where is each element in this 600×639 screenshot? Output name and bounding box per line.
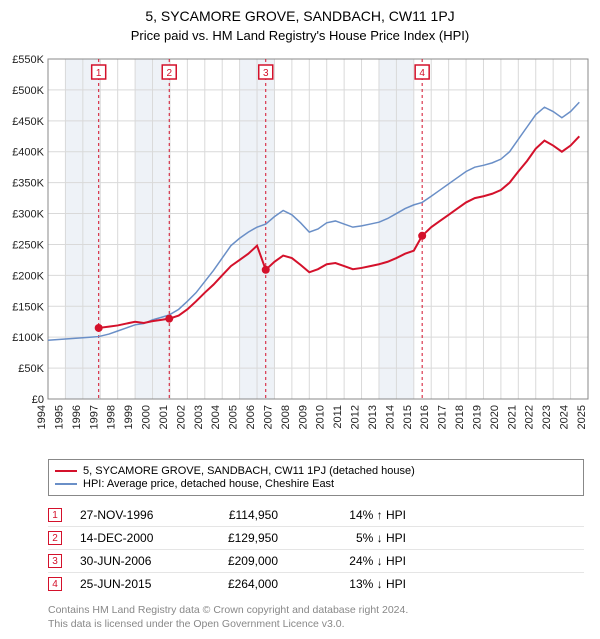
svg-text:2020: 2020 [489,405,501,429]
svg-text:2022: 2022 [524,405,536,429]
legend-label-paid: 5, SYCAMORE GROVE, SANDBACH, CW11 1PJ (d… [83,465,415,477]
svg-text:2012: 2012 [350,405,362,429]
svg-text:2009: 2009 [297,405,309,429]
attribution-line2: This data is licensed under the Open Gov… [48,617,584,631]
svg-text:1996: 1996 [71,405,83,429]
table-row: 4 25-JUN-2015 £264,000 13% ↓ HPI [48,573,584,595]
svg-text:2019: 2019 [471,405,483,429]
svg-text:2011: 2011 [332,405,344,429]
tx-marker: 3 [48,554,62,568]
chart-plot-area: £0 £50K £100K £150K £200K £250K £300K £350K £400… [6,51,594,451]
attribution-line1: Contains HM Land Registry data © Crown c… [48,603,584,617]
svg-text:2015: 2015 [402,405,414,429]
svg-text:2016: 2016 [419,405,431,429]
svg-text:2014: 2014 [384,405,396,429]
legend-item-paid: 5, SYCAMORE GROVE, SANDBACH, CW11 1PJ (d… [55,465,577,477]
tx-diff: 24% ↓ HPI [296,554,406,568]
svg-text:2006: 2006 [245,405,257,429]
svg-text:£450K: £450K [12,116,44,128]
legend-item-hpi: HPI: Average price, detached house, Ches… [55,478,577,490]
svg-text:4: 4 [419,68,425,79]
svg-text:3: 3 [263,68,269,79]
table-row: 1 27-NOV-1996 £114,950 14% ↑ HPI [48,504,584,527]
tx-price: £264,000 [198,577,278,591]
attribution: Contains HM Land Registry data © Crown c… [48,603,584,631]
svg-text:£300K: £300K [12,209,44,221]
svg-text:2017: 2017 [437,405,449,429]
tx-price: £209,000 [198,554,278,568]
svg-text:1998: 1998 [106,405,118,429]
legend-swatch-hpi [55,483,77,485]
svg-text:£250K: £250K [12,239,44,251]
transactions-table: 1 27-NOV-1996 £114,950 14% ↑ HPI 2 14-DE… [48,504,584,595]
line-chart-svg: £0 £50K £100K £150K £200K £250K £300K £350K £400… [6,51,594,451]
svg-text:£400K: £400K [12,147,44,159]
tx-diff: 14% ↑ HPI [296,508,406,522]
svg-text:2013: 2013 [367,405,379,429]
svg-text:£50K: £50K [18,363,44,375]
tx-marker: 2 [48,531,62,545]
svg-text:£100K: £100K [12,332,44,344]
svg-text:2004: 2004 [210,405,222,429]
tx-date: 27-NOV-1996 [80,508,180,522]
svg-text:1995: 1995 [53,405,65,429]
svg-text:2003: 2003 [193,405,205,429]
legend-label-hpi: HPI: Average price, detached house, Ches… [83,478,334,490]
tx-price: £114,950 [198,508,278,522]
svg-text:2001: 2001 [158,405,170,429]
svg-text:2005: 2005 [228,405,240,429]
svg-text:£150K: £150K [12,301,44,313]
legend: 5, SYCAMORE GROVE, SANDBACH, CW11 1PJ (d… [48,459,584,496]
svg-text:2024: 2024 [559,405,571,429]
svg-text:1994: 1994 [36,405,48,429]
chart-title: 5, SYCAMORE GROVE, SANDBACH, CW11 1PJ [6,8,594,24]
svg-text:2008: 2008 [280,405,292,429]
svg-text:1999: 1999 [123,405,135,429]
tx-date: 25-JUN-2015 [80,577,180,591]
svg-text:2010: 2010 [315,405,327,429]
svg-text:2007: 2007 [262,405,274,429]
tx-price: £129,950 [198,531,278,545]
svg-text:2002: 2002 [175,405,187,429]
table-row: 2 14-DEC-2000 £129,950 5% ↓ HPI [48,527,584,550]
svg-text:2000: 2000 [141,405,153,429]
chart-subtitle: Price paid vs. HM Land Registry's House … [6,28,594,43]
table-row: 3 30-JUN-2006 £209,000 24% ↓ HPI [48,550,584,573]
tx-date: 30-JUN-2006 [80,554,180,568]
svg-text:£200K: £200K [12,270,44,282]
tx-marker: 4 [48,577,62,591]
svg-text:1: 1 [96,68,102,79]
svg-text:2023: 2023 [541,405,553,429]
tx-marker: 1 [48,508,62,522]
svg-text:£550K: £550K [12,54,44,66]
svg-text:£500K: £500K [12,85,44,97]
tx-date: 14-DEC-2000 [80,531,180,545]
svg-text:£0: £0 [32,394,44,406]
chart-container: 5, SYCAMORE GROVE, SANDBACH, CW11 1PJ Pr… [0,0,600,639]
tx-diff: 5% ↓ HPI [296,531,406,545]
svg-text:2: 2 [166,68,172,79]
tx-diff: 13% ↓ HPI [296,577,406,591]
svg-text:£350K: £350K [12,178,44,190]
svg-text:2025: 2025 [576,405,588,429]
svg-text:1997: 1997 [88,405,100,429]
svg-text:2018: 2018 [454,405,466,429]
legend-swatch-paid [55,470,77,472]
svg-text:2021: 2021 [506,405,518,429]
